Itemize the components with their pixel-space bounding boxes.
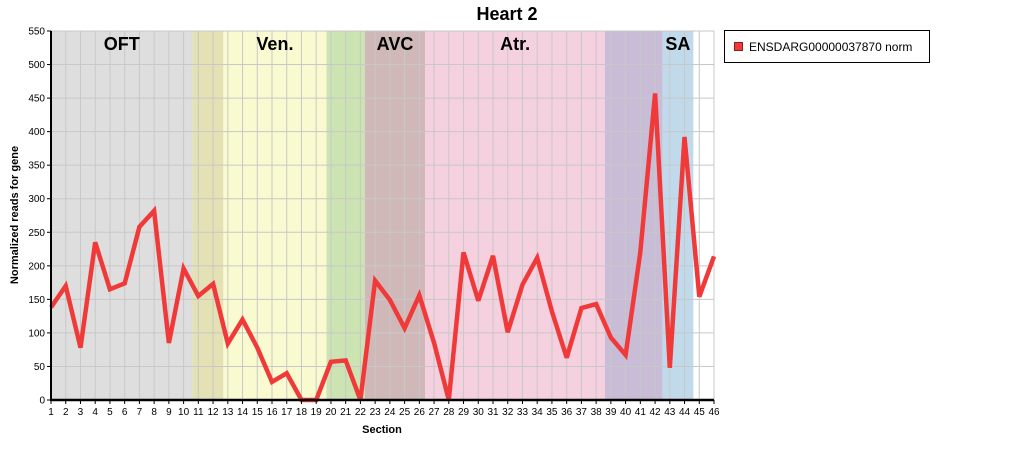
- x-tick-label: 27: [429, 407, 441, 418]
- chart-legend: ENSDARG00000037870 norm: [724, 30, 930, 63]
- x-tick-label: 26: [414, 407, 426, 418]
- region-band-avc: [364, 31, 426, 400]
- x-tick-label: 11: [193, 407, 204, 418]
- y-tick-label: 400: [28, 127, 45, 138]
- x-tick-label: 23: [370, 407, 382, 418]
- x-tick-label: 1: [48, 407, 54, 418]
- x-tick-label: 20: [325, 407, 337, 418]
- y-tick-label: 250: [28, 228, 45, 239]
- x-tick-label: 6: [122, 407, 128, 418]
- x-tick-label: 18: [296, 407, 308, 418]
- x-tick-label: 32: [502, 407, 514, 418]
- x-tick-label: 4: [92, 407, 98, 418]
- x-tick-label: 39: [605, 407, 617, 418]
- x-tick-label: 24: [384, 407, 396, 418]
- x-axis-title: Section: [362, 424, 402, 436]
- legend-swatch: [734, 42, 743, 51]
- x-tick-label: 19: [311, 407, 323, 418]
- region-label-oft: OFT: [104, 34, 140, 54]
- x-tick-label: 36: [561, 407, 573, 418]
- region-labels: OFT Ven. AVC Atr. SA: [104, 34, 691, 54]
- region-label-sa: SA: [665, 34, 690, 54]
- y-tick-label: 50: [34, 362, 46, 373]
- region-label-atr: Atr.: [500, 34, 530, 54]
- x-tick-label: 14: [237, 407, 249, 418]
- x-tick-label: 43: [664, 407, 676, 418]
- y-tick-label: 450: [28, 94, 45, 105]
- x-tick-label: 3: [78, 407, 84, 418]
- x-tick-label: 13: [222, 407, 234, 418]
- x-tick-label: 45: [694, 407, 706, 418]
- x-tick-label: 34: [532, 407, 544, 418]
- x-tick-label: 10: [178, 407, 190, 418]
- x-tick-label: 5: [107, 407, 113, 418]
- x-tick-label: 15: [252, 407, 264, 418]
- x-tick-label: 25: [399, 407, 411, 418]
- y-tick-labels: 0 50 100 150 200 250 300 350 400 450 500 550: [28, 27, 51, 407]
- x-tick-label: 21: [340, 407, 352, 418]
- x-tick-label: 31: [487, 407, 499, 418]
- x-tick-label: 29: [458, 407, 470, 418]
- y-tick-label: 550: [28, 27, 45, 38]
- y-tick-label: 100: [28, 328, 45, 339]
- axes: [50, 31, 714, 402]
- x-tick-label: 12: [208, 407, 220, 418]
- y-tick-label: 0: [39, 396, 45, 407]
- x-tick-label: 9: [166, 407, 172, 418]
- region-band-oft: [51, 31, 193, 400]
- x-tick-label: 7: [137, 407, 143, 418]
- x-tick-label: 17: [281, 407, 293, 418]
- x-tick-label: 37: [576, 407, 588, 418]
- x-tick-label: 2: [63, 407, 69, 418]
- y-axis-title: Normalized reads for gene: [9, 146, 21, 284]
- x-tick-labels: 1 2 3 4 5 6 7 8 9 10 11 12 13 14 15 16 17 18 19 20 21 22 23 24 2…: [48, 400, 720, 418]
- x-tick-label: 30: [473, 407, 485, 418]
- x-tick-label: 33: [517, 407, 529, 418]
- y-tick-label: 150: [28, 295, 45, 306]
- x-tick-label: 42: [650, 407, 662, 418]
- x-tick-label: 40: [620, 407, 632, 418]
- chart-title: Heart 2: [476, 4, 537, 24]
- y-tick-label: 300: [28, 194, 45, 205]
- x-tick-label: 38: [591, 407, 603, 418]
- series-line-0: [49, 93, 717, 403]
- region-band-ven: [223, 31, 327, 400]
- x-tick-label: 8: [151, 407, 157, 418]
- region-band-transition-6: [604, 31, 663, 400]
- y-tick-label: 350: [28, 161, 45, 172]
- region-label-ven: Ven.: [256, 34, 293, 54]
- region-band-transition-1: [192, 31, 224, 400]
- x-tick-label: 22: [355, 407, 367, 418]
- x-tick-label: 35: [546, 407, 558, 418]
- y-tick-label: 500: [28, 60, 45, 71]
- region-label-avc: AVC: [377, 34, 414, 54]
- x-tick-label: 41: [635, 407, 647, 418]
- x-tick-label: 16: [266, 407, 278, 418]
- x-tick-label: 44: [679, 407, 691, 418]
- x-tick-label: 46: [708, 407, 720, 418]
- y-tick-label: 200: [28, 261, 45, 272]
- x-tick-label: 28: [443, 407, 455, 418]
- legend-label: ENSDARG00000037870 norm: [749, 39, 913, 54]
